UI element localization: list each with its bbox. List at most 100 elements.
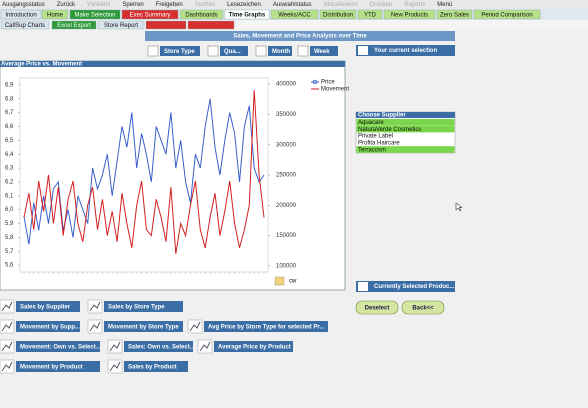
cycle-icon[interactable] — [274, 276, 285, 286]
tab-label[interactable]: Dashboards — [185, 12, 217, 18]
subtab[interactable] — [51, 20, 97, 30]
tab-label[interactable]: Distribution — [323, 12, 353, 18]
selected-products-button[interactable] — [356, 281, 455, 292]
subtab[interactable] — [0, 20, 50, 30]
subtab[interactable] — [97, 20, 145, 30]
tab[interactable] — [69, 9, 121, 20]
filter-button[interactable] — [310, 46, 338, 56]
filter-label[interactable]: Month — [272, 49, 290, 55]
tab[interactable] — [0, 9, 42, 20]
subtab[interactable] — [145, 20, 187, 30]
tab[interactable] — [179, 9, 224, 20]
chart-button-label[interactable]: Avg Price by Store Type for selected Pr.… — [208, 324, 325, 330]
current-selection-button[interactable] — [356, 45, 455, 56]
y2-tick-label: 100000 — [276, 264, 297, 270]
tab-label[interactable]: Home — [47, 12, 64, 18]
tab[interactable] — [436, 9, 473, 20]
tab[interactable] — [383, 9, 436, 20]
tab[interactable] — [357, 9, 383, 20]
filter-icon[interactable] — [297, 45, 309, 57]
filter-button[interactable] — [220, 46, 248, 56]
filter-button[interactable] — [268, 46, 292, 56]
toolbar-button[interactable]: Sperren — [122, 2, 143, 8]
supplier-item[interactable] — [356, 125, 455, 133]
filter-label[interactable]: Store Type — [164, 49, 195, 55]
supplier-item-label[interactable]: Aquacare — [358, 120, 384, 126]
supplier-item-label[interactable]: Profita Haircare — [358, 140, 400, 146]
subtab-label[interactable]: Store Report — [104, 23, 138, 29]
toolbar-button[interactable]: Ausgangsstatus — [2, 2, 45, 8]
action-button[interactable] — [401, 300, 445, 315]
chart-button[interactable] — [104, 301, 183, 312]
toolbar-button[interactable]: Suchen — [195, 2, 215, 8]
supplier-item[interactable] — [356, 132, 455, 140]
subtab-label[interactable]: CallSup Charts — [5, 23, 45, 29]
chart-button-label[interactable]: Movement by Supp... — [20, 324, 80, 330]
tab[interactable] — [121, 9, 179, 20]
toolbar-button[interactable]: Freigeben — [156, 2, 183, 8]
toolbar-button[interactable]: Zurück — [57, 2, 76, 8]
y2-tick-label: 200000 — [276, 203, 297, 209]
tab-label[interactable]: Time Graphs — [229, 12, 266, 18]
toolbar-button[interactable]: Vorwärts — [87, 2, 110, 8]
tab[interactable] — [41, 9, 69, 20]
filter-icon[interactable] — [147, 45, 159, 57]
action-label[interactable]: Back<< — [412, 306, 434, 312]
filter-icon[interactable] — [207, 45, 219, 57]
tab-label[interactable]: Weeks/ACC — [278, 12, 311, 18]
subtab-label[interactable]: Excel Export — [57, 23, 91, 29]
supplier-item[interactable] — [356, 146, 455, 153]
chart-button-label[interactable]: Sales by Product — [128, 364, 177, 370]
tab-label[interactable]: Period Comparison — [481, 12, 532, 18]
chart-button-glyph — [1, 301, 13, 312]
toolbar-button[interactable]: Menü — [437, 2, 452, 8]
chart-button-label[interactable]: Average Price by Product — [218, 344, 291, 350]
chart-button[interactable] — [214, 341, 293, 352]
chart-button-label[interactable]: Sales by Store Type — [108, 304, 165, 310]
filter-label[interactable]: Qua... — [224, 49, 241, 55]
filter-icon[interactable] — [255, 45, 267, 57]
subtab[interactable] — [187, 20, 235, 30]
chart-button[interactable] — [16, 361, 100, 372]
tab-label[interactable]: Make Selection — [74, 12, 115, 18]
toolbar-button[interactable]: Drucken — [370, 2, 392, 8]
tab[interactable] — [473, 9, 541, 20]
chart-button[interactable] — [204, 321, 328, 332]
chart-button-label[interactable]: Movement by Product — [20, 364, 83, 370]
tab-label[interactable]: Zero Sales — [440, 12, 469, 18]
chart-button[interactable] — [124, 361, 188, 372]
supplier-item-label[interactable]: Terracosm — [358, 147, 386, 153]
chart-button[interactable] — [104, 321, 183, 332]
toolbar-button[interactable]: Reports — [404, 2, 425, 8]
supplier-caption-bar — [356, 112, 455, 118]
tab-label[interactable]: New Products — [391, 12, 428, 18]
filter-button[interactable] — [160, 46, 200, 56]
tab-label[interactable]: Exec Summary — [130, 12, 171, 18]
supplier-item-label[interactable]: NaturaVerde Cosmetics — [358, 127, 421, 133]
toolbar-button[interactable]: Lesezeichen — [227, 2, 261, 8]
chart-button-label[interactable]: Movement by Store Type — [108, 324, 179, 330]
supplier-item[interactable] — [356, 139, 455, 146]
chart-button-label[interactable]: Sales: Own vs. Select... — [128, 344, 195, 350]
chart-button[interactable] — [16, 301, 80, 312]
chart-button[interactable] — [16, 321, 80, 332]
supplier-item-label[interactable]: Private Label — [358, 134, 393, 140]
tab-label[interactable]: Introduction — [5, 12, 36, 18]
y2-tick-label: 400000 — [276, 82, 297, 88]
supplier-item[interactable] — [356, 119, 455, 126]
chart-button[interactable] — [124, 341, 193, 352]
supplier-title: Choose Supplier — [358, 113, 406, 119]
action-label[interactable]: Deselect — [365, 306, 390, 312]
toolbar-button[interactable]: Auswahlstatus — [273, 2, 312, 8]
tab-label[interactable]: YTD — [364, 12, 377, 18]
toolbar-button[interactable]: Aktualisieren — [324, 2, 358, 8]
tab[interactable] — [270, 9, 319, 20]
action-button[interactable] — [355, 300, 399, 315]
tab[interactable] — [319, 9, 357, 20]
chart-button-label[interactable]: Movement: Own vs. Select... — [20, 344, 101, 350]
y-tick-label: 6,7 — [5, 110, 14, 116]
chart-button[interactable] — [16, 341, 100, 352]
tab[interactable] — [224, 9, 270, 20]
filter-label[interactable]: Week — [314, 49, 330, 55]
chart-button-label[interactable]: Sales by Supplier — [20, 304, 71, 310]
